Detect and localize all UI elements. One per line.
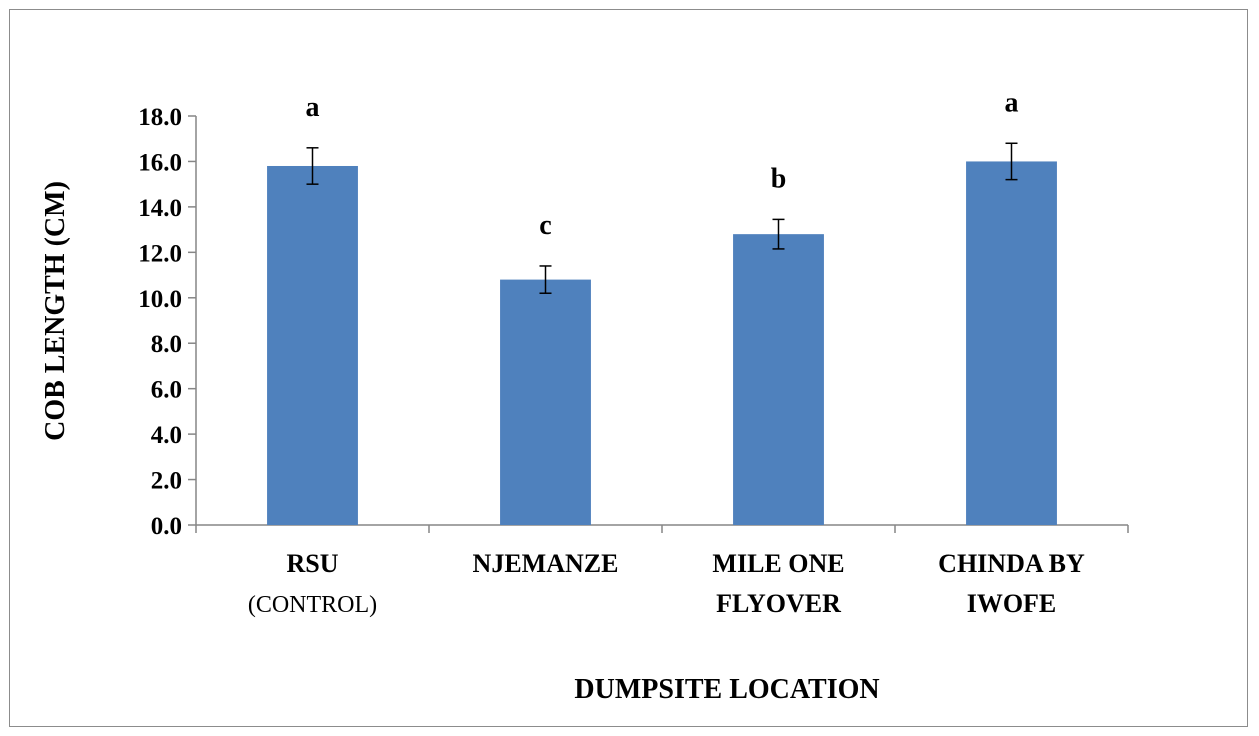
y-tick-label: 12.0 (138, 240, 182, 267)
y-tick-label: 2.0 (151, 468, 182, 495)
bar (966, 161, 1057, 525)
y-tick-label: 8.0 (151, 331, 182, 358)
category-label: CHINDA BY (938, 549, 1085, 578)
bar (267, 165, 358, 525)
category-label: IWOFE (967, 589, 1057, 618)
category-label: NJEMANZE (473, 549, 619, 578)
y-axis: 0.0 2.0 4.0 6.0 8.0 10.0 12.0 14.0 16.0 18.0 (138, 104, 197, 540)
category-label: RSU (286, 549, 338, 578)
x-axis (195, 524, 1129, 533)
y-tick-label: 4.0 (151, 422, 182, 449)
category-label: (CONTROL) (248, 592, 377, 618)
significance-label: a (1005, 87, 1019, 118)
y-tick-label: 16.0 (138, 149, 182, 176)
category-label: FLYOVER (716, 589, 841, 618)
y-tick-label: 10.0 (138, 286, 182, 313)
y-tick-label: 18.0 (138, 104, 182, 131)
y-axis-title: COB LENGTH (CM) (40, 181, 71, 441)
bars (267, 161, 1057, 525)
significance-label: c (539, 210, 551, 241)
category-labels: RSU (CONTROL) NJEMANZE MILE ONE FLYOVER CHIND… (248, 549, 1085, 618)
y-tick-label: 14.0 (138, 195, 182, 222)
y-tick-label: 6.0 (151, 377, 182, 404)
error-bars (306, 142, 1018, 294)
y-tick-label: 0.0 (151, 513, 182, 540)
significance-labels: a c b a (306, 87, 1019, 241)
significance-label: a (306, 92, 320, 123)
significance-label: b (771, 163, 787, 194)
x-axis-title: DUMPSITE LOCATION (574, 674, 879, 705)
category-label: MILE ONE (712, 549, 844, 578)
bar (733, 234, 824, 525)
bar (500, 279, 591, 525)
